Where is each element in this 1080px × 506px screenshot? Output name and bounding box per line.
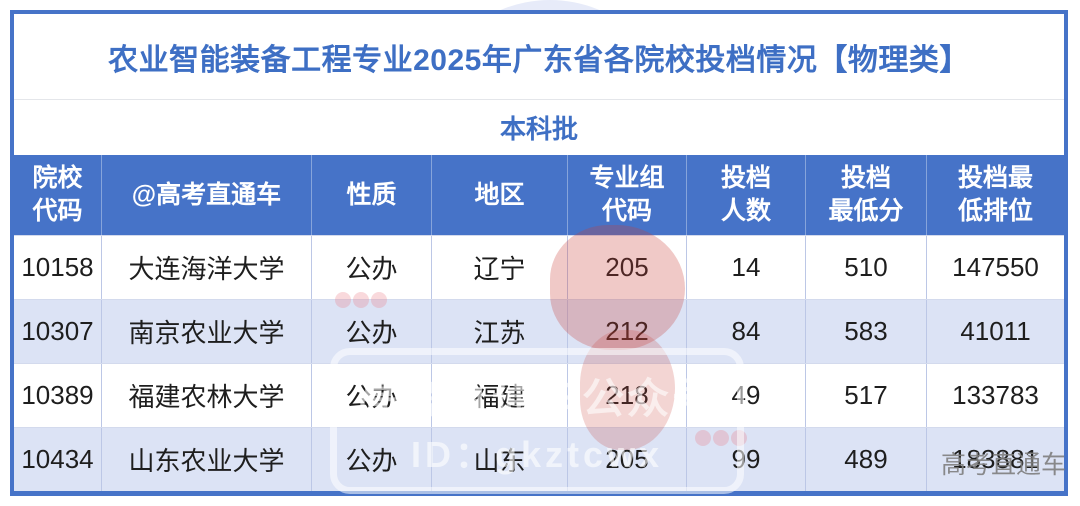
cell-school-name: 大连海洋大学 bbox=[102, 236, 312, 299]
cell-type: 公办 bbox=[312, 236, 432, 299]
cell-min-score: 489 bbox=[806, 428, 927, 491]
cell-region: 江苏 bbox=[432, 300, 568, 363]
cell-admit-count: 99 bbox=[687, 428, 806, 491]
col-header-school-code: 院校 代码 bbox=[14, 155, 102, 235]
cell-region: 山东 bbox=[432, 428, 568, 491]
cell-type: 公办 bbox=[312, 300, 432, 363]
col-header-school-name: @高考直通车 bbox=[102, 155, 312, 235]
cell-type: 公办 bbox=[312, 364, 432, 427]
cell-school-code: 10434 bbox=[14, 428, 102, 491]
table-header-row: 院校 代码 @高考直通车 性质 地区 专业组 代码 投档 人数 投档 最低分 投… bbox=[14, 155, 1064, 235]
cell-region: 辽宁 bbox=[432, 236, 568, 299]
admissions-table: 院校 代码 @高考直通车 性质 地区 专业组 代码 投档 人数 投档 最低分 投… bbox=[14, 155, 1064, 491]
cell-admit-count: 14 bbox=[687, 236, 806, 299]
cell-region: 福建 bbox=[432, 364, 568, 427]
table-row: 10307 南京农业大学 公办 江苏 212 84 583 41011 bbox=[14, 299, 1064, 363]
cell-type: 公办 bbox=[312, 428, 432, 491]
cell-min-score: 510 bbox=[806, 236, 927, 299]
table-row: 10434 山东农业大学 公办 山东 205 99 489 183881 bbox=[14, 427, 1064, 491]
table-row: 10158 大连海洋大学 公办 辽宁 205 14 510 147550 bbox=[14, 235, 1064, 299]
col-header-min-score: 投档 最低分 bbox=[806, 155, 927, 235]
cell-school-code: 10158 bbox=[14, 236, 102, 299]
cell-min-rank: 183881 bbox=[952, 444, 1039, 474]
cell-school-code: 10389 bbox=[14, 364, 102, 427]
col-header-region: 地区 bbox=[432, 155, 568, 235]
col-header-admit-count: 投档 人数 bbox=[687, 155, 806, 235]
cell-admit-count: 84 bbox=[687, 300, 806, 363]
col-header-min-rank: 投档最 低排位 bbox=[957, 164, 1033, 225]
cell-min-score: 583 bbox=[806, 300, 927, 363]
cell-min-rank: 147550 bbox=[952, 252, 1039, 282]
cell-group-code: 218 bbox=[568, 364, 687, 427]
page-title: 农业智能装备工程专业2025年广东省各院校投档情况【物理类】 bbox=[108, 43, 970, 77]
cell-school-name: 福建农林大学 bbox=[102, 364, 312, 427]
cell-min-rank: 41011 bbox=[960, 316, 1031, 346]
cell-min-score: 517 bbox=[806, 364, 927, 427]
card: 农业智能装备工程专业2025年广东省各院校投档情况【物理类】 本科批 院校 代码… bbox=[10, 10, 1068, 496]
table-body: 10158 大连海洋大学 公办 辽宁 205 14 510 147550 103… bbox=[14, 235, 1064, 491]
col-header-type: 性质 bbox=[312, 155, 432, 235]
cell-group-code: 205 bbox=[568, 428, 687, 491]
cell-school-code: 10307 bbox=[14, 300, 102, 363]
cell-admit-count: 49 bbox=[687, 364, 806, 427]
cell-school-name: 山东农业大学 bbox=[102, 428, 312, 491]
cell-group-code: 205 bbox=[568, 236, 687, 299]
cell-school-name: 南京农业大学 bbox=[102, 300, 312, 363]
batch-subtitle: 本科批 bbox=[499, 114, 578, 144]
title-divider bbox=[14, 99, 1064, 100]
col-header-group-code: 专业组 代码 bbox=[568, 155, 687, 235]
cell-group-code: 212 bbox=[568, 300, 687, 363]
cell-min-rank: 133783 bbox=[952, 380, 1039, 410]
table-row: 10389 福建农林大学 公办 福建 218 49 517 133783 bbox=[14, 363, 1064, 427]
